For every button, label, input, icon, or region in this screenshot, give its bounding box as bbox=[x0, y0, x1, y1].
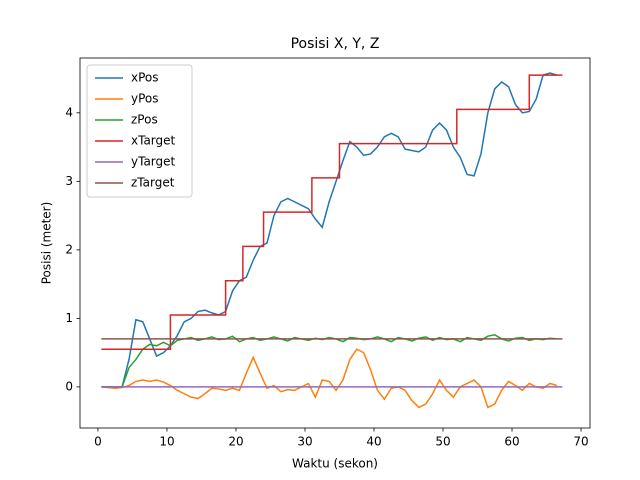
legend-label: xPos bbox=[131, 71, 159, 85]
y-tick-label: 3 bbox=[65, 174, 73, 188]
axes-frame bbox=[79, 57, 591, 429]
x-tick-label: 60 bbox=[504, 435, 519, 449]
y-tick-label: 4 bbox=[65, 105, 73, 119]
legend-label: yPos bbox=[131, 92, 159, 106]
x-tick-label: 20 bbox=[228, 435, 243, 449]
x-tick-label: 10 bbox=[159, 435, 174, 449]
legend-label: zPos bbox=[131, 113, 158, 127]
legend-label: xTarget bbox=[131, 134, 176, 148]
chart-title: Posisi X, Y, Z bbox=[291, 36, 380, 52]
series-line bbox=[101, 72, 558, 389]
y-axis-label: Posisi (meter) bbox=[40, 202, 54, 285]
x-tick-label: 0 bbox=[94, 435, 102, 449]
x-axis-label: Waktu (sekon) bbox=[292, 457, 378, 471]
series-line bbox=[101, 74, 563, 350]
legend-label: yTarget bbox=[131, 155, 176, 169]
x-tick-label: 70 bbox=[573, 435, 588, 449]
series-line bbox=[101, 334, 557, 388]
x-tick-label: 30 bbox=[297, 435, 312, 449]
legend-box bbox=[86, 64, 193, 198]
legend-label: zTarget bbox=[131, 176, 175, 190]
y-tick-label: 2 bbox=[65, 242, 73, 256]
y-tick-label: 1 bbox=[65, 311, 73, 325]
y-tick-label: 0 bbox=[65, 379, 73, 393]
x-tick-label: 50 bbox=[435, 435, 450, 449]
x-tick-label: 40 bbox=[366, 435, 381, 449]
